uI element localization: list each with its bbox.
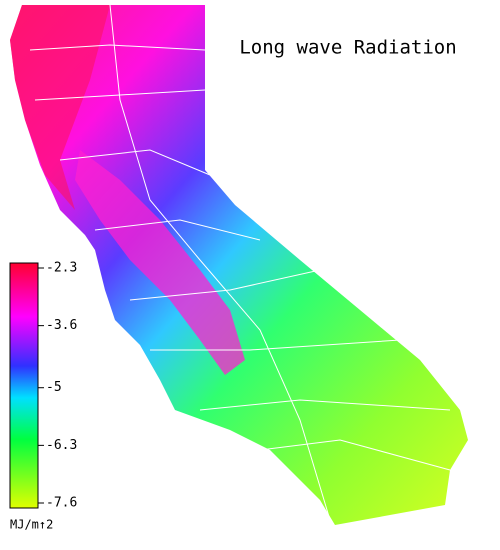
- colorbar: [9, 262, 39, 509]
- county-line: [29, 44, 206, 51]
- county-lines: [29, 4, 451, 521]
- colorbar-tick-label: -5: [46, 380, 62, 395]
- county-line: [34, 89, 206, 101]
- county-line: [150, 339, 401, 351]
- colorbar-tick-label: -2.3: [46, 261, 77, 276]
- map-title: Long wave Radiation: [239, 37, 456, 59]
- valley-band: [75, 150, 245, 375]
- colorbar-unit: MJ/m↑2: [10, 518, 53, 532]
- north-coast: [10, 5, 110, 210]
- county-line: [94, 219, 261, 241]
- county-line: [109, 4, 331, 521]
- state-shape: [10, 5, 468, 525]
- county-line: [129, 269, 321, 301]
- colorbar-tick-label: -7.6: [46, 496, 77, 511]
- state-map: [10, 4, 468, 525]
- county-line: [199, 399, 451, 411]
- colorbar-tick-label: -3.6: [46, 318, 77, 333]
- colorbar-tick-label: -6.3: [46, 438, 77, 453]
- county-line: [259, 439, 451, 471]
- county-line: [59, 149, 211, 176]
